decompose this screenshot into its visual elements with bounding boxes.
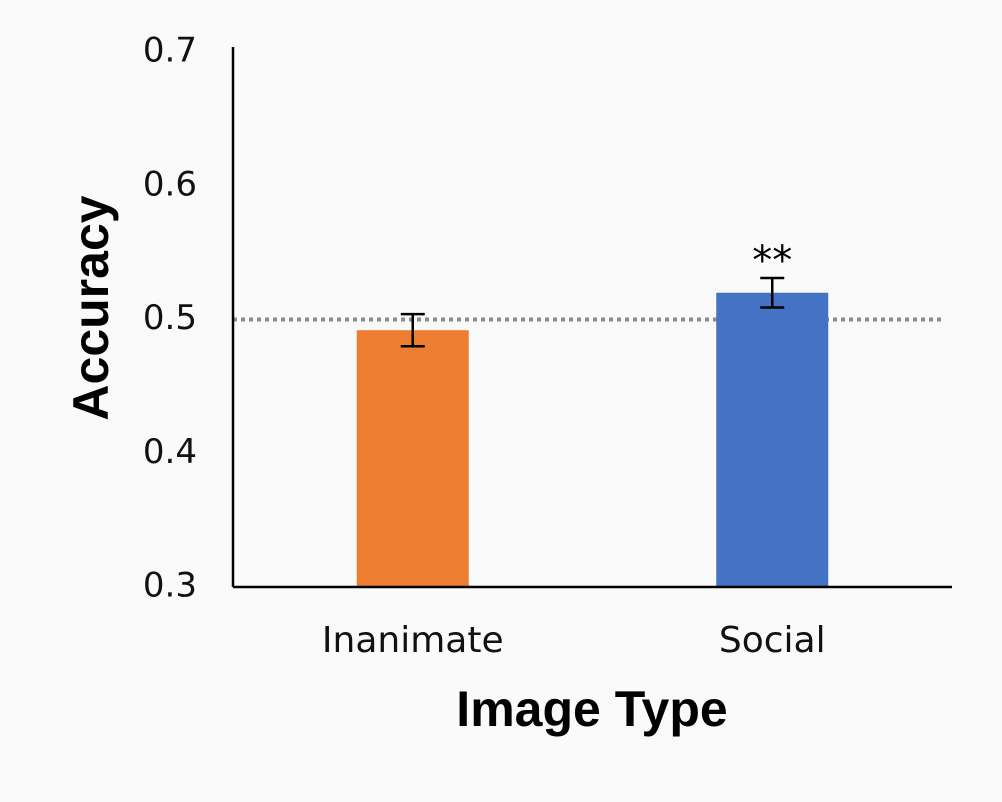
y-tick-label-4: 0.7 [143, 31, 197, 71]
x-category-labels: Inanimate Social [322, 620, 826, 661]
y-tick-label-1: 0.4 [143, 432, 197, 472]
y-tick-labels: 0.3 0.4 0.5 0.6 0.7 [143, 31, 197, 606]
bar-inanimate [356, 330, 469, 587]
y-axis-title: Accuracy [63, 195, 119, 420]
x-category-label-inanimate: Inanimate [322, 620, 504, 661]
error-bar-inanimate [400, 312, 425, 348]
error-bars [400, 276, 785, 348]
bars [356, 292, 829, 587]
bar-social [716, 292, 829, 587]
x-category-label-social: Social [719, 620, 826, 661]
error-bar-social [760, 276, 785, 309]
y-tick-label-2: 0.5 [143, 298, 197, 338]
x-axis-title: Image Type [456, 681, 727, 737]
significance-annotation: ** [752, 238, 792, 284]
annotations: ** [752, 238, 792, 284]
y-tick-label-3: 0.6 [143, 164, 197, 204]
y-tick-label-0: 0.3 [143, 566, 197, 606]
